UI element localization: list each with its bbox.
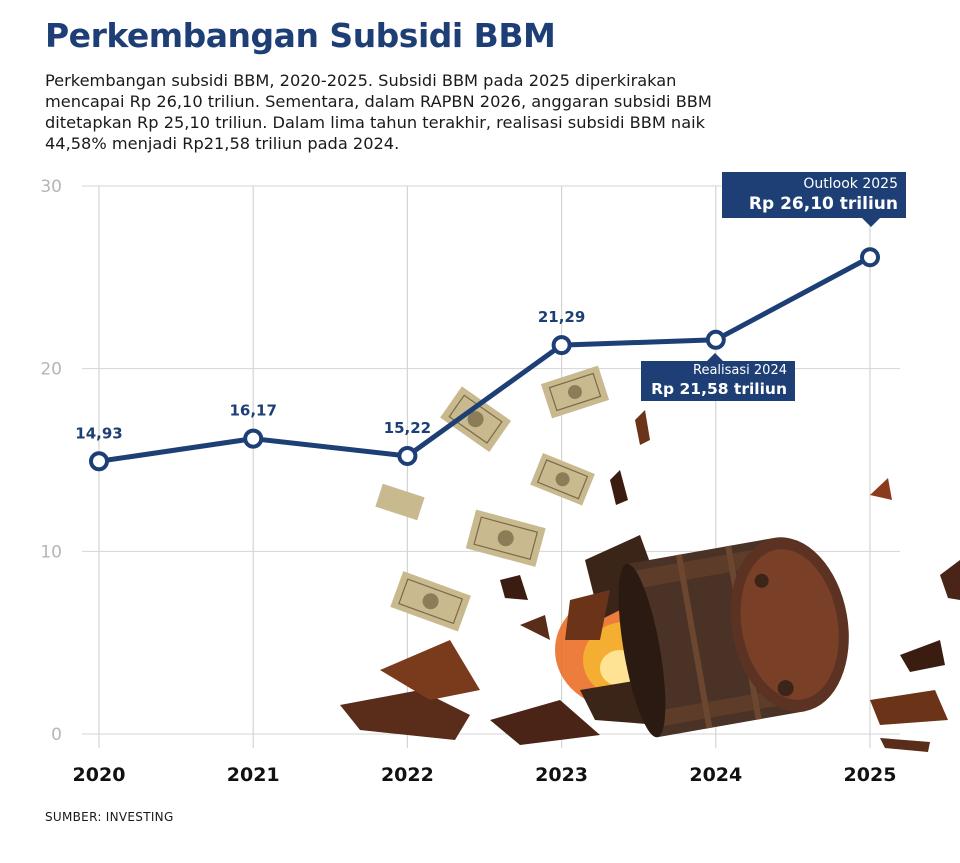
line-chart: 0 10 20 30 <box>40 177 960 786</box>
data-point <box>397 445 418 466</box>
x-tick-label: 2024 <box>689 764 742 786</box>
data-point <box>705 329 726 350</box>
data-point <box>243 428 264 449</box>
callout-realisasi-label: Realisasi 2024 <box>693 363 787 378</box>
data-point <box>551 335 572 356</box>
x-tick-label: 2021 <box>227 764 280 786</box>
x-tick-label: 2020 <box>73 764 126 786</box>
data-label: 16,17 <box>229 402 276 420</box>
exploding-oil-barrel-illustration <box>340 365 960 752</box>
x-tick-label: 2022 <box>381 764 434 786</box>
y-tick-label: 0 <box>51 725 62 745</box>
data-point <box>860 247 880 268</box>
callout-outlook-label: Outlook 2025 <box>803 176 898 192</box>
callout-realisasi-2024: Realisasi 2024 Rp 21,58 triliun <box>641 353 795 401</box>
y-tick-label: 30 <box>40 177 62 197</box>
callout-outlook-value: Rp 26,10 triliun <box>748 194 898 214</box>
data-label: 15,22 <box>384 419 431 437</box>
source-note: SUMBER: INVESTING <box>45 810 174 824</box>
data-label: 21,29 <box>538 308 585 326</box>
data-point <box>89 451 109 472</box>
x-axis-ticks: 2020 2021 2022 2023 2024 2025 <box>73 764 897 786</box>
data-label: 14,93 <box>75 424 122 442</box>
x-tick-label: 2023 <box>535 764 588 786</box>
y-tick-label: 20 <box>40 360 62 380</box>
x-tick-label: 2025 <box>844 764 897 786</box>
callout-outlook-2025: Outlook 2025 Rp 26,10 triliun <box>722 172 906 227</box>
chart-description: Perkembangan subsidi BBM, 2020-2025. Sub… <box>45 71 712 153</box>
callout-realisasi-value: Rp 21,58 triliun <box>651 380 787 398</box>
series-line-path <box>96 254 873 464</box>
series-line: 14,93 16,17 15,22 21,29 <box>75 247 880 472</box>
y-tick-label: 10 <box>40 542 62 562</box>
chart-title: Perkembangan Subsidi BBM <box>45 16 556 55</box>
